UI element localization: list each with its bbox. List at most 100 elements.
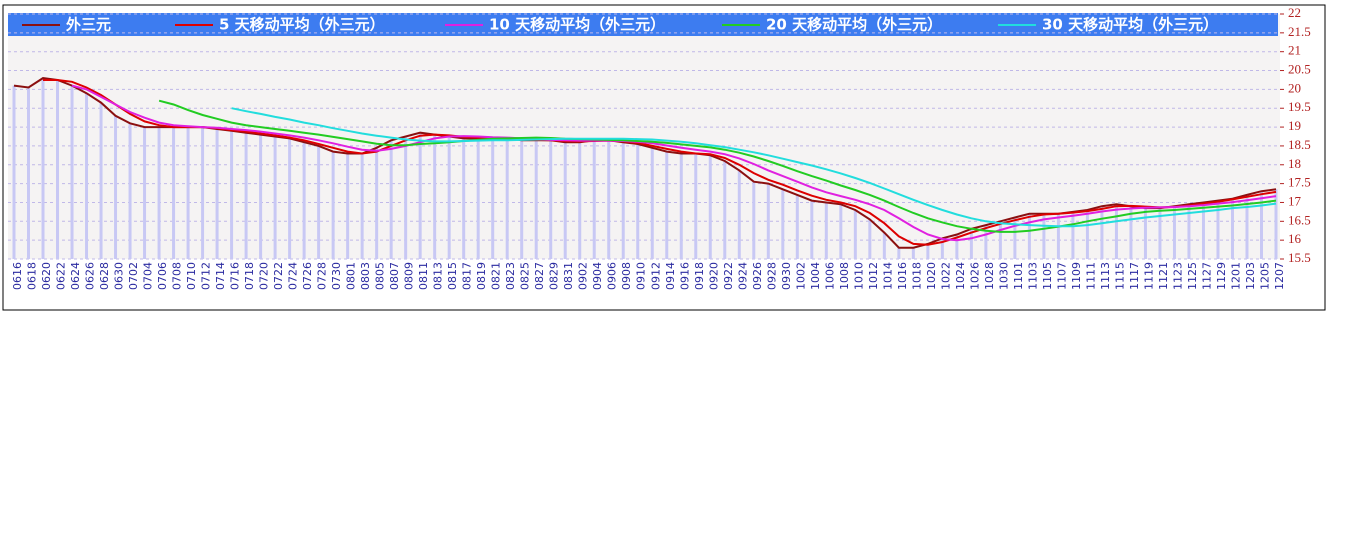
bar — [940, 238, 944, 259]
x-tick-label: 0819 — [475, 262, 488, 290]
x-tick-label: 0809 — [403, 262, 416, 290]
bar — [1274, 189, 1278, 259]
bar — [1100, 206, 1104, 259]
bar — [665, 151, 669, 259]
y-tick-label: 16 — [1288, 231, 1302, 246]
bar — [520, 140, 524, 259]
x-tick-label: 1014 — [881, 262, 894, 290]
bar — [810, 200, 814, 259]
bar — [897, 247, 901, 259]
bar — [157, 127, 161, 259]
x-tick-label: 1010 — [852, 262, 865, 290]
x-tick-label: 0904 — [591, 262, 604, 290]
x-tick-label: 0916 — [678, 262, 691, 290]
y-tick-label: 21.5 — [1288, 24, 1311, 39]
bar — [346, 153, 350, 259]
x-tick-label: 1020 — [925, 262, 938, 290]
x-tick-label: 1119 — [1142, 262, 1155, 290]
bar — [578, 142, 582, 259]
bar — [172, 127, 176, 259]
x-tick-label: 1022 — [939, 262, 952, 290]
x-tick-label: 0716 — [229, 262, 242, 290]
bar — [694, 153, 698, 259]
bar — [563, 142, 567, 259]
bar — [27, 87, 31, 259]
x-tick-label: 0620 — [40, 262, 53, 290]
bar — [288, 138, 292, 259]
legend-label: 5 天移动平均（外三元） — [219, 16, 385, 34]
bar — [505, 138, 509, 259]
bar — [476, 138, 480, 259]
series-line — [71, 84, 1277, 242]
bar — [41, 78, 45, 259]
bar — [143, 127, 147, 259]
legend-label: 外三元 — [65, 16, 111, 34]
bar — [549, 140, 553, 259]
x-tick-label: 0728 — [316, 262, 329, 290]
x-tick-label: 1113 — [1099, 262, 1112, 290]
bar — [650, 147, 654, 259]
bar — [114, 115, 118, 260]
bar — [1129, 206, 1133, 259]
bar — [868, 219, 872, 259]
x-tick-label: 0712 — [200, 262, 213, 290]
bar — [447, 136, 451, 259]
bar — [534, 140, 538, 259]
x-tick-label: 1028 — [983, 262, 996, 290]
bar — [766, 183, 770, 259]
x-tick-label: 0831 — [562, 262, 575, 290]
y-tick-label: 20.5 — [1288, 62, 1311, 77]
x-tick-label: 1205 — [1258, 262, 1271, 290]
x-tick-label: 1129 — [1215, 262, 1228, 290]
x-tick-label: 1026 — [968, 262, 981, 290]
x-tick-label: 0720 — [258, 262, 271, 290]
x-tick-label: 1101 — [1012, 262, 1025, 290]
x-tick-label: 0906 — [606, 262, 619, 290]
x-tick-label: 1107 — [1055, 262, 1068, 290]
x-tick-label: 1115 — [1113, 262, 1126, 290]
x-tick-label: 0702 — [127, 262, 140, 290]
x-tick-label: 0928 — [765, 262, 778, 290]
x-tick-label: 0630 — [113, 262, 126, 290]
x-tick-label: 0815 — [446, 262, 459, 290]
y-tick-label: 17 — [1288, 193, 1302, 208]
x-tick-label: 0801 — [345, 262, 358, 290]
x-tick-label: 1105 — [1041, 262, 1054, 290]
bar — [201, 127, 205, 259]
bar — [1013, 217, 1017, 259]
x-tick-label: 0616 — [11, 262, 24, 290]
x-tick-label: 1207 — [1273, 262, 1286, 290]
bar — [752, 181, 756, 259]
series-line — [158, 99, 1277, 233]
bar — [389, 140, 393, 259]
bar — [1172, 206, 1176, 259]
bar — [636, 144, 640, 259]
bar — [360, 153, 364, 259]
bar — [1042, 213, 1046, 259]
y-tick-label: 19 — [1288, 118, 1301, 133]
x-tick-label: 0805 — [374, 262, 387, 290]
x-tick-label: 1002 — [794, 262, 807, 290]
bar — [12, 85, 16, 259]
x-tick-label: 0622 — [55, 262, 68, 290]
x-tick-label: 0827 — [533, 262, 546, 290]
x-tick-label: 1030 — [997, 262, 1010, 290]
plot-area — [8, 14, 1280, 259]
bar — [1114, 204, 1118, 259]
bar — [824, 202, 828, 259]
bar — [1187, 204, 1191, 259]
x-tick-label: 0726 — [301, 262, 314, 290]
x-tick-label: 1016 — [896, 262, 909, 290]
bar — [955, 234, 959, 259]
x-tick-label: 0912 — [649, 262, 662, 290]
x-tick-label: 1004 — [809, 262, 822, 290]
x-tick-label: 0714 — [214, 262, 227, 290]
x-tick-label: 0626 — [84, 262, 97, 290]
bar — [56, 79, 60, 259]
bar — [1071, 211, 1075, 259]
x-tick-label: 0722 — [272, 262, 285, 290]
x-tick-label: 0908 — [620, 262, 633, 290]
bar — [1216, 200, 1220, 259]
y-tick-label: 22 — [1288, 5, 1301, 20]
x-tick-label: 1123 — [1171, 262, 1184, 290]
